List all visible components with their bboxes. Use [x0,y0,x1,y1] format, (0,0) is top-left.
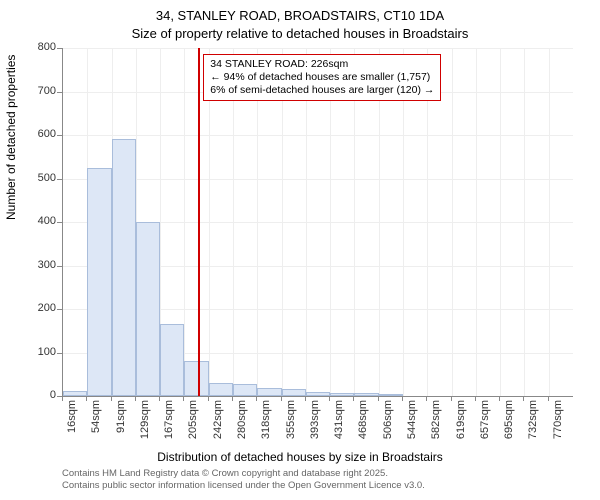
y-tick-mark [57,179,62,180]
x-tick-mark [232,396,233,401]
histogram-bar [354,393,378,396]
x-tick-mark [135,396,136,401]
x-tick-mark [183,396,184,401]
y-tick-mark [57,92,62,93]
x-tick-mark [281,396,282,401]
x-tick-mark [402,396,403,401]
gridline-v [452,48,453,396]
histogram-bar [233,384,257,396]
x-tick-label: 695sqm [503,400,515,450]
x-tick-mark [548,396,549,401]
y-tick-mark [57,353,62,354]
histogram-bar [306,392,330,396]
x-tick-mark [353,396,354,401]
chart-container: 34, STANLEY ROAD, BROADSTAIRS, CT10 1DA … [0,0,600,500]
y-tick-label: 500 [16,172,56,184]
x-tick-label: 167sqm [163,400,175,450]
x-tick-label: 242sqm [212,400,224,450]
y-tick-label: 700 [16,85,56,97]
histogram-bar [63,391,87,396]
gridline-v [524,48,525,396]
histogram-bar [257,388,281,396]
x-tick-mark [329,396,330,401]
annotation-line1: 34 STANLEY ROAD: 226sqm [210,58,434,71]
y-tick-mark [57,266,62,267]
gridline-v [184,48,185,396]
x-tick-mark [426,396,427,401]
x-tick-mark [475,396,476,401]
x-tick-label: 506sqm [382,400,394,450]
marker-line [198,48,200,396]
histogram-bar [160,324,184,396]
x-tick-label: 619sqm [455,400,467,450]
gridline-h [63,135,573,136]
gridline-v [476,48,477,396]
histogram-bar [87,168,111,396]
x-tick-label: 54sqm [90,400,102,450]
y-tick-label: 400 [16,215,56,227]
x-tick-label: 16sqm [66,400,78,450]
x-tick-label: 732sqm [527,400,539,450]
histogram-bar [136,222,160,396]
gridline-v [500,48,501,396]
y-tick-label: 0 [16,389,56,401]
x-tick-label: 91sqm [115,400,127,450]
y-tick-label: 100 [16,346,56,358]
x-tick-label: 393sqm [309,400,321,450]
x-tick-mark [256,396,257,401]
x-tick-mark [523,396,524,401]
x-tick-label: 468sqm [357,400,369,450]
x-tick-label: 355sqm [285,400,297,450]
x-tick-mark [86,396,87,401]
gridline-v [549,48,550,396]
x-tick-label: 280sqm [236,400,248,450]
histogram-bar [330,393,354,396]
y-tick-mark [57,135,62,136]
y-tick-label: 200 [16,302,56,314]
x-tick-label: 770sqm [552,400,564,450]
chart-title-line2: Size of property relative to detached ho… [0,26,600,41]
histogram-bar [282,389,306,396]
y-tick-mark [57,222,62,223]
histogram-bar [184,361,208,396]
footer-line1: Contains HM Land Registry data © Crown c… [62,468,425,480]
x-tick-label: 205sqm [187,400,199,450]
histogram-bar [209,383,233,396]
annotation-line3: 6% of semi-detached houses are larger (1… [210,84,434,97]
y-tick-label: 300 [16,259,56,271]
chart-title-line1: 34, STANLEY ROAD, BROADSTAIRS, CT10 1DA [0,8,600,23]
annotation-line2: ← 94% of detached houses are smaller (1,… [210,71,434,84]
footer-text: Contains HM Land Registry data © Crown c… [62,468,425,492]
x-tick-label: 544sqm [406,400,418,450]
x-tick-mark [111,396,112,401]
x-tick-mark [159,396,160,401]
x-tick-mark [499,396,500,401]
x-axis-label: Distribution of detached houses by size … [0,450,600,464]
x-tick-mark [208,396,209,401]
histogram-bar [112,139,136,396]
footer-line2: Contains public sector information licen… [62,480,425,492]
y-tick-label: 800 [16,41,56,53]
y-tick-mark [57,309,62,310]
histogram-bar [379,394,403,396]
x-tick-label: 318sqm [260,400,272,450]
x-tick-mark [451,396,452,401]
x-tick-mark [62,396,63,401]
annotation-box: 34 STANLEY ROAD: 226sqm ← 94% of detache… [203,54,441,101]
x-tick-label: 129sqm [139,400,151,450]
y-tick-label: 600 [16,128,56,140]
x-tick-label: 582sqm [430,400,442,450]
x-tick-mark [378,396,379,401]
x-tick-label: 431sqm [333,400,345,450]
gridline-h [63,48,573,49]
y-tick-mark [57,48,62,49]
x-tick-label: 657sqm [479,400,491,450]
gridline-h [63,179,573,180]
x-tick-mark [305,396,306,401]
